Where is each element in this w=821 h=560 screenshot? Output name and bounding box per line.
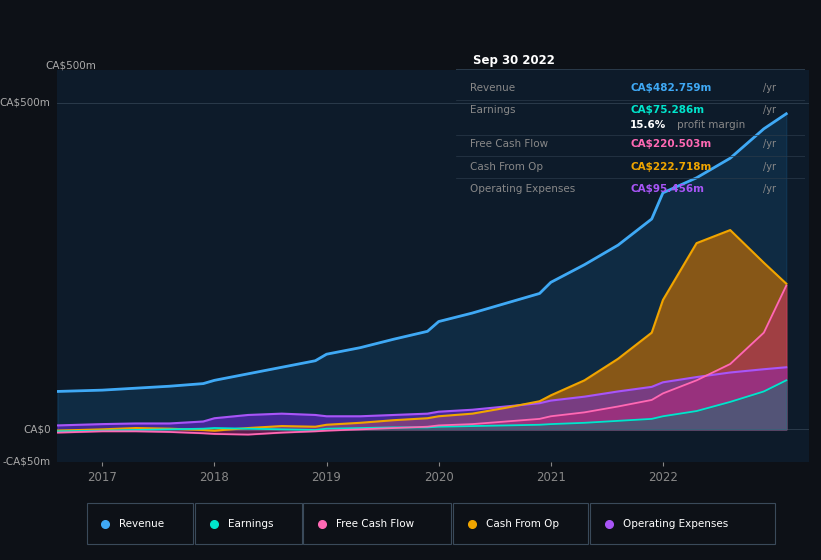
Text: /yr: /yr [763,105,776,115]
Text: /yr: /yr [763,184,776,194]
Text: CA$482.759m: CA$482.759m [631,83,712,93]
Text: CA$0: CA$0 [23,424,51,435]
Text: Operating Expenses: Operating Expenses [623,519,728,529]
Text: -CA$50m: -CA$50m [2,457,51,467]
Text: Free Cash Flow: Free Cash Flow [470,139,548,150]
Text: Earnings: Earnings [470,105,515,115]
Text: CA$75.286m: CA$75.286m [631,105,704,115]
Text: /yr: /yr [763,83,776,93]
Text: Earnings: Earnings [228,519,273,529]
Text: profit margin: profit margin [677,120,745,130]
Text: Operating Expenses: Operating Expenses [470,184,575,194]
Text: Revenue: Revenue [470,83,515,93]
Text: Revenue: Revenue [119,519,164,529]
Text: CA$222.718m: CA$222.718m [631,162,712,172]
Text: Sep 30 2022: Sep 30 2022 [473,54,555,67]
Text: CA$500m: CA$500m [45,60,96,70]
Text: CA$500m: CA$500m [0,97,51,108]
Text: 15.6%: 15.6% [631,120,667,130]
Text: Cash From Op: Cash From Op [486,519,558,529]
Text: Free Cash Flow: Free Cash Flow [337,519,415,529]
Text: /yr: /yr [763,162,776,172]
Text: CA$95.456m: CA$95.456m [631,184,704,194]
Text: Cash From Op: Cash From Op [470,162,543,172]
Text: /yr: /yr [763,139,776,150]
Text: CA$220.503m: CA$220.503m [631,139,711,150]
